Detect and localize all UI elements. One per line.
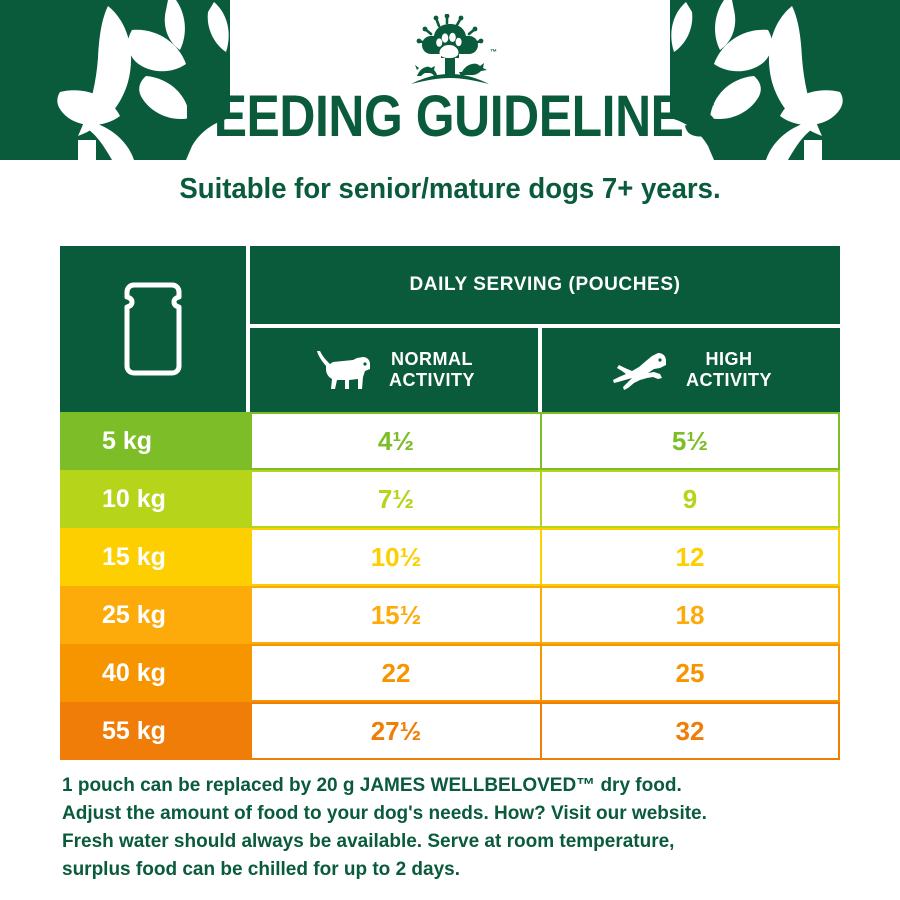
leaping-dog-icon: [612, 353, 666, 390]
table-body: 5 kg 4½ 5½ 10 kg 7½ 9 15 kg 10½ 12 25 kg 15½ 18 40 k…: [60, 412, 840, 760]
pouch-icon: [124, 282, 182, 376]
table-row: 55 kg 27½ 32: [60, 702, 840, 760]
weight-cell: 10 kg: [60, 470, 250, 528]
high-activity-label-line2: ACTIVITY: [685, 370, 772, 390]
standing-dog-icon: [316, 351, 370, 389]
daily-serving-header: DAILY SERVING (POUCHES): [250, 246, 840, 324]
footer-notes: 1 pouch can be replaced by 20 g JAMES WE…: [62, 772, 862, 884]
footer-line-3: Fresh water should always be available. …: [62, 831, 675, 852]
high-activity-value: 32: [542, 702, 840, 760]
table-row: 10 kg 7½ 9: [60, 470, 840, 528]
james-wellbeloved-tree-logo: ™: [395, 14, 505, 92]
high-activity-value: 25: [542, 644, 840, 702]
weight-cell: 25 kg: [60, 586, 250, 644]
high-activity-value: 18: [542, 586, 840, 644]
normal-activity-value: 22: [250, 644, 542, 702]
normal-activity-value: 10½: [250, 528, 542, 586]
table-row: 40 kg 22 25: [60, 644, 840, 702]
svg-text:™: ™: [490, 49, 497, 56]
table-header: DAILY SERVING (POUCHES) NORMAL ACTIVITY: [60, 246, 840, 412]
table-row: 5 kg 4½ 5½: [60, 412, 840, 470]
high-activity-value: 9: [542, 470, 840, 528]
normal-activity-value: 4½: [250, 412, 542, 470]
page-title: FEEDING GUIDELINES: [183, 84, 717, 149]
weight-cell: 15 kg: [60, 528, 250, 586]
weight-cell: 40 kg: [60, 644, 250, 702]
feeding-guidelines-table: DAILY SERVING (POUCHES) NORMAL ACTIVITY: [60, 246, 840, 760]
footer-line-1: 1 pouch can be replaced by 20 g JAMES WE…: [62, 775, 682, 796]
table-row: 25 kg 15½ 18: [60, 586, 840, 644]
normal-activity-value: 15½: [250, 586, 542, 644]
high-activity-header: HIGH ACTIVITY: [542, 328, 840, 412]
normal-activity-value: 7½: [250, 470, 542, 528]
footer-line-4: surplus food can be chilled for up to 2 …: [62, 859, 460, 880]
normal-activity-label-line2: ACTIVITY: [388, 370, 475, 390]
footer-line-2: Adjust the amount of food to your dog's …: [62, 803, 707, 824]
pouch-header-cell: [60, 246, 246, 412]
high-activity-value: 5½: [542, 412, 840, 470]
high-activity-value: 12: [542, 528, 840, 586]
weight-cell: 55 kg: [60, 702, 250, 760]
botanical-corner-left-decoration: [0, 0, 230, 160]
botanical-corner-right-decoration: [670, 0, 900, 160]
normal-activity-header: NORMAL ACTIVITY: [250, 328, 538, 412]
high-activity-label-line1: HIGH: [705, 349, 753, 369]
page-subtitle: Suitable for senior/mature dogs 7+ years…: [179, 173, 721, 205]
weight-cell: 5 kg: [60, 412, 250, 470]
normal-activity-value: 27½: [250, 702, 542, 760]
table-row: 15 kg 10½ 12: [60, 528, 840, 586]
normal-activity-label-line1: NORMAL: [390, 349, 473, 369]
